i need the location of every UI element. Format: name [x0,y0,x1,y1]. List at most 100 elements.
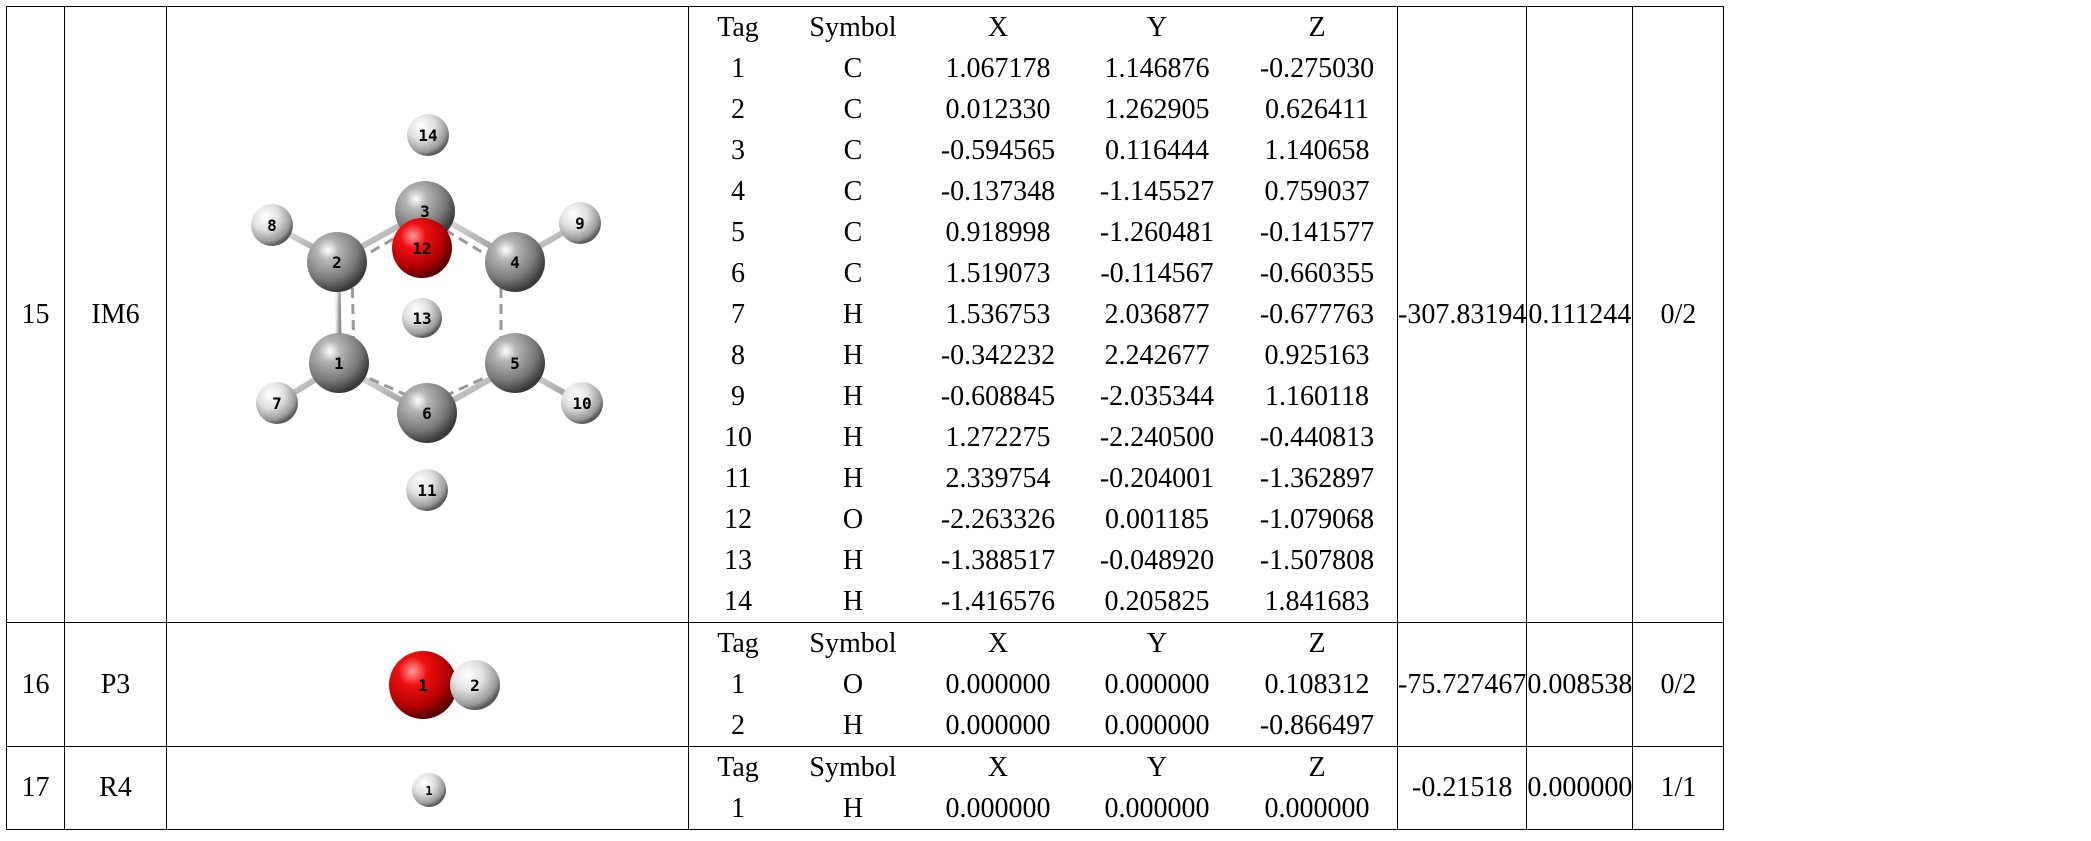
atom-y: 2.242677 [1104,340,1210,371]
atom-tag: 5 [731,217,745,248]
atom-symbol: C [843,53,863,84]
atom-6: 6 [397,383,457,443]
svg-text:1: 1 [425,784,432,798]
coordinates-cell: Tag Symbol X Y Z 1 C 1.067178 1.146876 -0.27… [688,6,1398,623]
atom-z: -1.079068 [1259,504,1375,535]
svg-text:2: 2 [332,253,342,272]
atom-z: -1.362897 [1259,463,1375,494]
atom-x: 0.000000 [945,710,1051,741]
atom-2: 2 [450,659,500,710]
atom-tag: 10 [724,422,752,453]
svg-text:3: 3 [420,202,430,221]
svg-text:1: 1 [334,354,344,373]
atom-tag: 14 [724,586,752,617]
atom-symbol: O [842,669,864,700]
coordinate-row: 1 H 0.000000 0.000000 0.000000 [690,788,1397,829]
molecule-image-cell: 1 2 [166,622,689,747]
coordinates-header: Tag Symbol X Y Z [690,748,1397,789]
coordinates-body: 1 H 0.000000 0.000000 0.000000 [690,788,1397,829]
atom-y: -0.204001 [1099,463,1215,494]
coordinate-row: 2 H 0.000000 0.000000 -0.866497 [690,705,1397,746]
atom-tag: 3 [731,135,745,166]
header-tag: Tag [717,12,759,43]
atom-x: -2.263326 [940,504,1056,535]
atom-y: 0.000000 [1104,710,1210,741]
atom-z: -0.677763 [1259,299,1375,330]
header-x: X [987,752,1009,783]
row-index: 16 [6,622,65,747]
coordinates-table-im6: Tag Symbol X Y Z 1 C 1.067178 1.146876 -0.27… [690,8,1397,622]
coordinate-row: 8 H -0.342232 2.242677 0.925163 [690,335,1397,376]
atom-y: 1.146876 [1104,53,1210,84]
energy-value: -75.727467 [1396,622,1528,747]
coordinate-row: 14 H -1.416576 0.205825 1.841683 [690,581,1397,622]
atom-symbol: H [842,463,864,494]
atom-14: 14 [407,114,449,156]
atom-y: -1.145527 [1099,176,1215,207]
atom-tag: 11 [724,463,752,494]
coordinates-table-p3: Tag Symbol X Y Z 1 O 0.000000 0.000000 0.108… [690,624,1397,746]
atom-symbol: H [842,793,864,824]
atom-x: -0.137348 [940,176,1056,207]
atom-x: -0.342232 [940,340,1056,371]
molecule-image-cell: 1 [166,746,689,830]
atom-tag: 1 [731,793,745,824]
coordinate-row: 10 H 1.272275 -2.240500 -0.440813 [690,417,1397,458]
atom-symbol: H [842,710,864,741]
energy-value: -0.21518 [1396,746,1528,830]
coordinate-row: 11 H 2.339754 -0.204001 -1.362897 [690,458,1397,499]
coordinates-header: Tag Symbol X Y Z [690,624,1397,665]
atom-x: 1.067178 [945,53,1051,84]
coordinate-row: 13 H -1.388517 -0.048920 -1.507808 [690,540,1397,581]
atom-symbol: H [842,586,864,617]
zpe-value: 0.111244 [1526,6,1634,623]
molecule-image-cell: 14 8 9 2 4 [166,6,689,623]
header-tag: Tag [717,628,759,659]
row-name: R4 [64,746,167,830]
atom-z: 1.841683 [1264,586,1370,617]
atom-11: 11 [406,469,448,511]
atom-y: 2.036877 [1104,299,1210,330]
header-y: Y [1146,628,1168,659]
molecule-p3-image: 1 2 [389,650,500,719]
atom-5: 5 [485,333,545,393]
header-symbol: Symbol [809,752,897,783]
coordinate-row: 1 C 1.067178 1.146876 -0.275030 [690,48,1397,89]
atom-z: 0.626411 [1265,94,1369,125]
atom-symbol: C [843,176,863,207]
atom-symbol: H [842,545,864,576]
svg-text:8: 8 [267,216,277,235]
header-z: Z [1308,12,1326,43]
atom-9: 9 [559,202,601,244]
coordinates-body: 1 O 0.000000 0.000000 0.108312 2 H 0.000000 0.00… [690,664,1397,746]
svg-text:10: 10 [572,394,591,413]
state-value: 0/2 [1632,622,1725,747]
coordinate-row: 9 H -0.608845 -2.035344 1.160118 [690,376,1397,417]
atom-y: -0.048920 [1099,545,1215,576]
atom-x: -1.388517 [940,545,1056,576]
atom-symbol: H [842,422,864,453]
energy-value: -307.83194 [1396,6,1528,623]
coordinate-row: 2 C 0.012330 1.262905 0.626411 [690,89,1397,130]
atom-x: 1.519073 [945,258,1051,289]
atom-7: 7 [256,382,298,424]
coordinate-row: 3 C -0.594565 0.116444 1.140658 [690,130,1397,171]
coordinates-body: 1 C 1.067178 1.146876 -0.275030 2 C 0.012330 1.2… [690,48,1397,622]
coordinates-cell: Tag Symbol X Y Z 1 H 0.000000 0.000000 0.000… [688,746,1398,830]
header-x: X [987,628,1009,659]
molecule-r4-image: 1 [412,773,446,807]
atom-y: -1.260481 [1099,217,1215,248]
atom-13: 13 [402,298,442,338]
header-tag: Tag [717,752,759,783]
atom-x: 1.536753 [945,299,1051,330]
atom-tag: 1 [731,53,745,84]
atom-z: -0.141577 [1259,217,1375,248]
atom-x: -1.416576 [940,586,1056,617]
header-symbol: Symbol [809,628,897,659]
svg-text:14: 14 [418,126,437,145]
atom-y: -2.035344 [1099,381,1215,412]
atom-z: -0.440813 [1259,422,1375,453]
atom-x: -0.608845 [940,381,1056,412]
svg-text:13: 13 [412,309,431,328]
svg-text:5: 5 [510,354,520,373]
